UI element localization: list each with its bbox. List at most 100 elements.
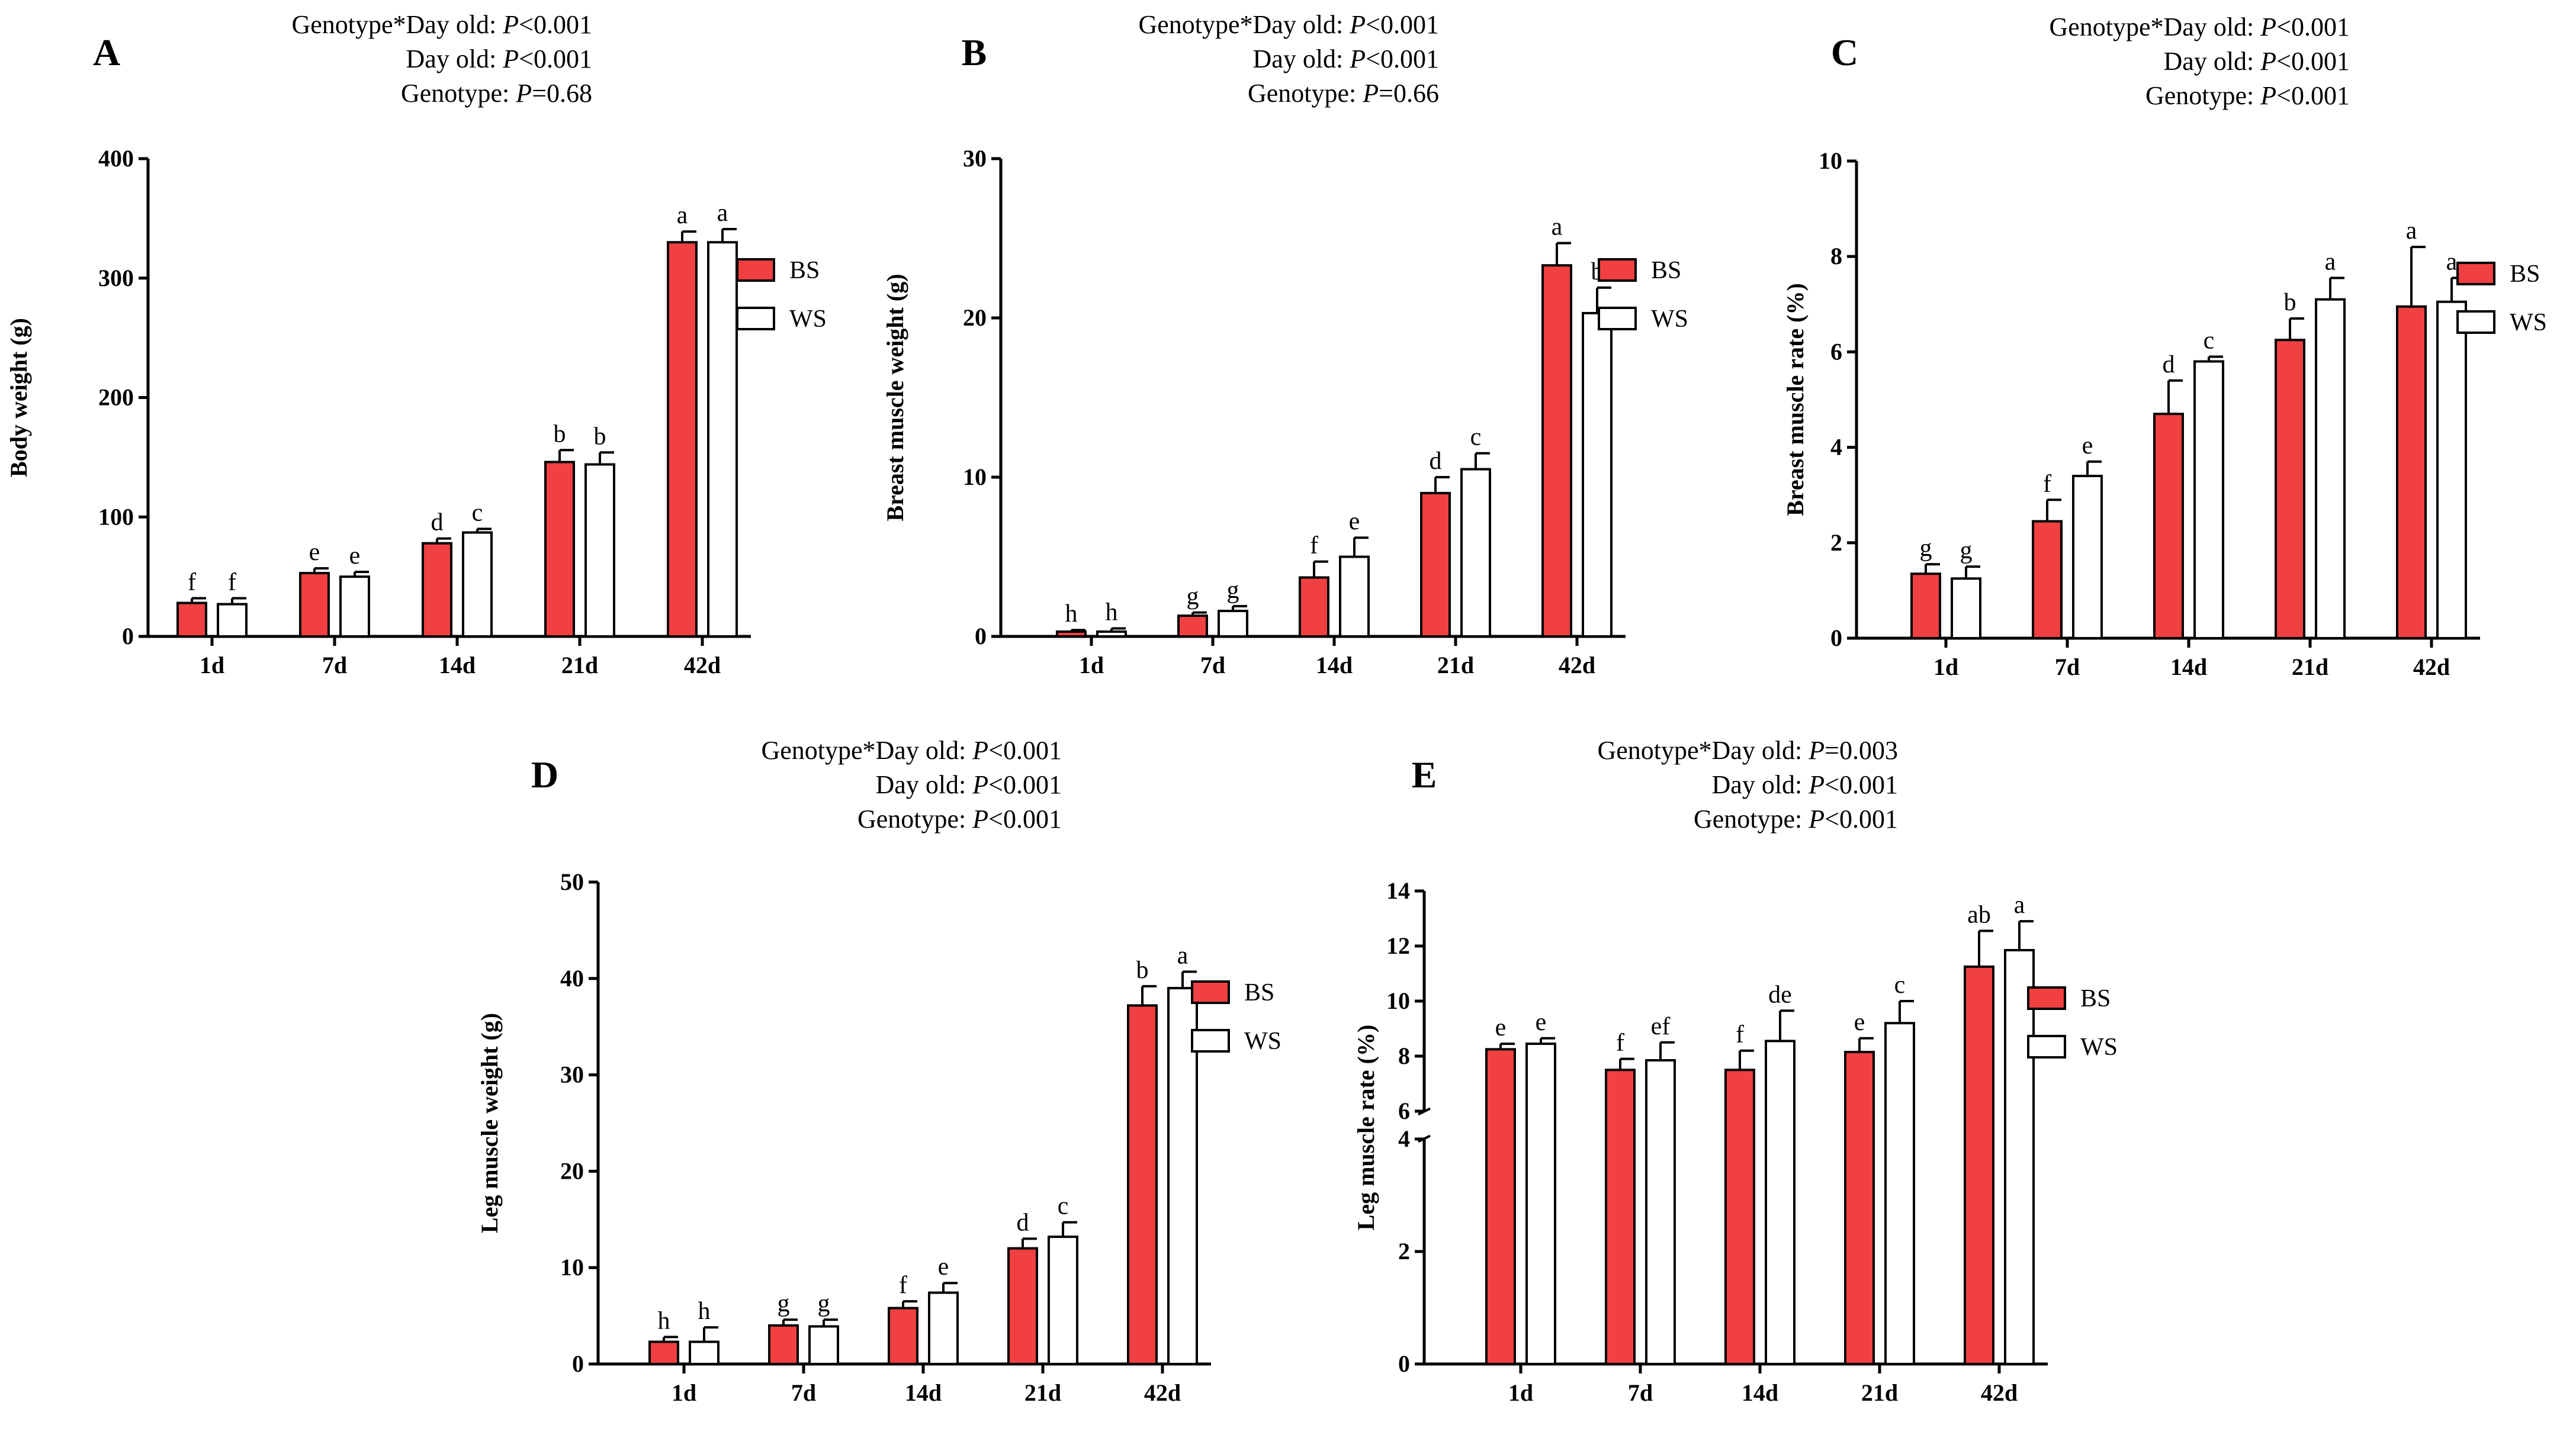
stat-term: Genotype*Day old: (2049, 12, 2260, 41)
significance-letter: a (2325, 248, 2336, 275)
bar-bs-7d (1605, 1069, 1636, 1365)
stat-value: =0.66 (1379, 79, 1439, 108)
stat-term: Day old: (1712, 770, 1809, 799)
significance-letter: ef (1651, 1013, 1671, 1040)
x-tick-label: 7d (322, 652, 347, 678)
stat-value: =0.003 (1825, 736, 1898, 765)
y-tick-label: 10 (560, 1254, 584, 1281)
x-tick-label: 21d (1861, 1379, 1898, 1406)
panel-label: C (1831, 31, 1858, 73)
x-tick-label: 21d (1024, 1379, 1061, 1406)
bar-ws-1d (217, 603, 248, 638)
stat-line: Genotype*Day old: P<0.001 (291, 10, 592, 39)
bar-bs-7d (768, 1324, 799, 1365)
significance-letter: e (1854, 1009, 1865, 1036)
significance-letter: ab (1967, 901, 1991, 928)
significance-letter: g (818, 1290, 830, 1317)
significance-letter: f (2043, 470, 2051, 497)
y-tick-label: 4 (1398, 1125, 1410, 1152)
x-tick-label: 14d (2170, 654, 2207, 680)
significance-letter: h (658, 1307, 670, 1334)
legend-swatch-bs (2027, 986, 2066, 1010)
bar-bs-42d (1541, 264, 1572, 638)
y-tick-label: 30 (963, 145, 987, 172)
stat-line: Genotype*Day old: P<0.001 (761, 736, 1062, 765)
y-tick-label: 0 (122, 623, 134, 649)
stat-term: Genotype: (401, 79, 516, 108)
stat-p: P (972, 805, 988, 834)
legend-swatch-bs (1191, 980, 1230, 1004)
y-tick-label: 200 (98, 384, 134, 411)
bar-ws-7d (1645, 1059, 1676, 1365)
legend-label-ws: WS (1651, 305, 1688, 333)
legend-swatch-bs (2456, 262, 2495, 285)
stat-term: Genotype*Day old: (761, 736, 972, 765)
legend: BS WS (1191, 979, 1281, 1055)
significance-letter: h (1065, 600, 1078, 628)
bar-ws-1d (689, 1340, 720, 1365)
stat-term: Day old: (2164, 47, 2261, 76)
y-tick-label: 0 (572, 1350, 584, 1377)
x-tick-label: 21d (1437, 652, 1474, 678)
stat-p: P (502, 44, 519, 73)
bar-bs-14d (422, 542, 452, 638)
x-tick-label: 42d (1559, 652, 1595, 678)
y-tick-label: 300 (98, 265, 134, 291)
legend-swatch-ws (1191, 1029, 1230, 1053)
bar-ws-42d (707, 241, 738, 638)
bar-ws-21d (1048, 1236, 1078, 1365)
significance-letter: g (778, 1290, 790, 1317)
stat-term: Day old: (1253, 44, 1350, 73)
legend: BS WS (2456, 260, 2547, 336)
significance-letter: e (309, 539, 320, 566)
stat-value: <0.001 (988, 805, 1062, 834)
stat-p: P (1362, 79, 1379, 108)
stat-p: P (972, 770, 988, 799)
stat-term: Genotype: (2145, 81, 2260, 110)
stat-line: Genotype*Day old: P=0.003 (1597, 736, 1898, 765)
legend-swatch-bs (736, 258, 775, 282)
legend-label-bs: BS (789, 257, 820, 284)
bar-ws-21d (1884, 1022, 1915, 1365)
x-tick-label: 42d (684, 652, 721, 678)
bar-ws-42d (2004, 948, 2035, 1365)
y-tick-label: 6 (1830, 338, 1842, 365)
x-tick-label: 7d (2055, 654, 2080, 680)
significance-letter: c (1470, 424, 1482, 451)
significance-letter: b (594, 423, 606, 450)
x-tick-label: 21d (2292, 654, 2328, 680)
x-tick-label: 1d (1933, 654, 1958, 680)
panel-label: A (93, 31, 120, 73)
significance-letter: a (2406, 217, 2417, 245)
y-tick-label: 0 (1830, 625, 1842, 651)
bar-bs-1d (1485, 1048, 1516, 1365)
y-tick-label: 2 (1398, 1238, 1410, 1265)
stat-value: <0.001 (2276, 47, 2350, 76)
bar-ws-21d (2315, 298, 2346, 639)
stat-line: Genotype*Day old: P<0.001 (1138, 10, 1439, 39)
stat-p: P (515, 79, 532, 108)
panel-a: A Genotype*Day old: P<0.001 Day old: P<0.0… (5, 10, 827, 678)
y-tick-label: 0 (975, 623, 987, 649)
legend-label-ws: WS (789, 305, 827, 333)
bar-ws-14d (462, 531, 493, 638)
y-tick-label: 20 (963, 304, 987, 331)
significance-letter: a (1552, 214, 1563, 241)
bar-bs-21d (544, 461, 575, 638)
significance-letter: f (899, 1272, 907, 1299)
stat-line: Day old: P<0.001 (406, 44, 592, 73)
significance-letter: e (1495, 1014, 1507, 1041)
stat-value: <0.001 (1366, 10, 1439, 39)
stat-p: P (502, 10, 519, 39)
bar-ws-7d (808, 1325, 839, 1366)
stat-p: P (1808, 770, 1825, 799)
y-tick-label: 100 (98, 503, 134, 530)
legend-label-ws: WS (1244, 1028, 1281, 1055)
stat-line: Genotype*Day old: P<0.001 (2049, 12, 2350, 41)
bar-ws-14d (928, 1291, 959, 1366)
stat-value: <0.001 (519, 44, 592, 73)
bar-ws-42d (1582, 311, 1613, 638)
stat-p: P (1808, 736, 1825, 765)
x-tick-label: 1d (672, 1379, 696, 1406)
